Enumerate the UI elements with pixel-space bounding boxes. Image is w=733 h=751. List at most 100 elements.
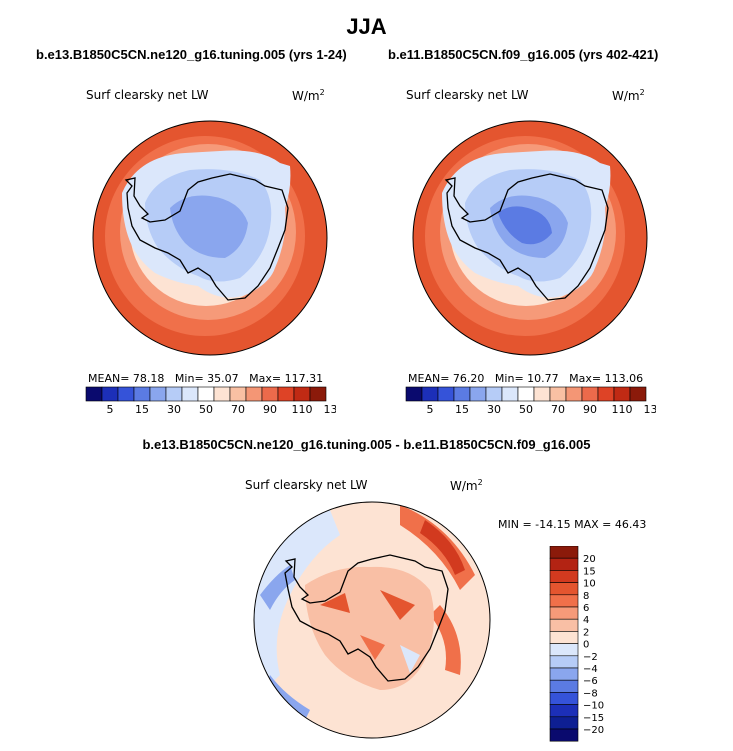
diff-field xyxy=(254,502,490,738)
colorbar-tick-label: −8 xyxy=(583,688,598,699)
panel1-field xyxy=(93,121,327,355)
colorbar-swatch xyxy=(453,386,471,402)
colorbar-tick-label: 70 xyxy=(551,403,565,416)
colorbar-swatch xyxy=(133,386,151,402)
panel2-map-border xyxy=(412,120,648,356)
colorbar-swatch xyxy=(277,386,295,402)
colorbar-tick-label: 0 xyxy=(583,640,589,651)
colorbar-swatch xyxy=(533,386,551,402)
colorbar-swatch xyxy=(613,386,631,402)
colorbar-swatch xyxy=(517,386,535,402)
colorbar-swatch xyxy=(405,386,423,402)
colorbar-swatch xyxy=(549,716,579,730)
panel2-colorbar: 5 15 30 50 70 90 110 130 xyxy=(405,386,657,416)
colorbar-tick-label: −6 xyxy=(583,676,598,687)
colorbar-tick-label: 90 xyxy=(583,403,597,416)
colorbar-swatch xyxy=(149,386,167,402)
colorbar-swatch xyxy=(485,386,503,402)
colorbar-swatch xyxy=(165,386,183,402)
colorbar-swatch xyxy=(549,386,567,402)
colorbar-tick-label: 90 xyxy=(263,403,277,416)
colorbar-swatch xyxy=(549,667,579,681)
panel1-coastline xyxy=(124,173,289,301)
colorbar-tick-label: 5 xyxy=(107,403,114,416)
colorbar-swatch xyxy=(549,618,579,632)
colorbar-tick-label: 30 xyxy=(167,403,181,416)
diff-units: W/m2 xyxy=(450,478,483,493)
panel2-units: W/m2 xyxy=(612,88,645,103)
panel2-field xyxy=(413,121,647,355)
colorbar-swatch xyxy=(565,386,583,402)
panel1-stats: MEAN= 78.18 Min= 35.07 Max= 117.31 xyxy=(88,372,324,385)
panel2-subtitle: b.e11.B1850C5CN.f09_g16.005 (yrs 402-421… xyxy=(388,47,659,62)
colorbar-swatch xyxy=(549,643,579,657)
colorbar-tick-label: 8 xyxy=(583,591,589,602)
colorbar-tick-label: −4 xyxy=(583,664,598,675)
colorbar-swatch xyxy=(549,728,579,742)
panel1-map xyxy=(92,120,328,356)
colorbar-swatch xyxy=(437,386,455,402)
diff-title: b.e13.B1850C5CN.ne120_g16.tuning.005 - b… xyxy=(142,437,591,452)
colorbar-swatch xyxy=(549,606,579,620)
colorbar-tick-label: 50 xyxy=(519,403,533,416)
colorbar-tick-label: 110 xyxy=(612,403,633,416)
panel1-map-border xyxy=(92,120,328,356)
panel2-coastline xyxy=(444,173,609,301)
page-title: JJA xyxy=(346,14,387,39)
colorbar-swatch xyxy=(549,704,579,718)
panel2-map xyxy=(412,120,648,356)
panel1-units: W/m2 xyxy=(292,88,325,103)
colorbar-swatch xyxy=(309,386,327,402)
colorbar-swatch xyxy=(549,557,579,571)
colorbar-tick-label: 6 xyxy=(583,603,589,614)
diff-minmax: MIN = -14.15 MAX = 46.43 xyxy=(498,518,647,531)
colorbar-tick-label: 15 xyxy=(455,403,469,416)
panel2-variable-label: Surf clearsky net LW xyxy=(406,88,529,102)
diff-variable-label: Surf clearsky net LW xyxy=(245,478,368,492)
colorbar-tick-label: −10 xyxy=(583,701,604,712)
colorbar-swatch xyxy=(101,386,119,402)
diff-map xyxy=(253,501,491,739)
panel2-stats: MEAN= 76.20 Min= 10.77 Max= 113.06 xyxy=(408,372,644,385)
colorbar-tick-label: −2 xyxy=(583,652,598,663)
colorbar-tick-label: 4 xyxy=(583,615,589,626)
colorbar-swatch xyxy=(581,386,599,402)
panel1-variable-label: Surf clearsky net LW xyxy=(86,88,209,102)
colorbar-tick-label: 20 xyxy=(583,554,596,565)
colorbar-swatch xyxy=(181,386,199,402)
panel1-subtitle: b.e13.B1850C5CN.ne120_g16.tuning.005 (yr… xyxy=(36,47,347,62)
panel1-colorbar: 5 15 30 50 70 90 110 130 xyxy=(85,386,337,416)
colorbar-tick-label: 2 xyxy=(583,627,589,638)
colorbar-swatch xyxy=(197,386,215,402)
colorbar-swatch xyxy=(549,546,579,559)
colorbar-swatch xyxy=(549,692,579,705)
colorbar-swatch xyxy=(549,655,579,669)
colorbar-tick-label: 110 xyxy=(292,403,313,416)
colorbar-tick-label: 130 xyxy=(324,403,337,416)
colorbar-swatch xyxy=(629,386,647,402)
colorbar-swatch xyxy=(293,386,311,402)
colorbar-swatch xyxy=(549,631,579,644)
colorbar-swatch xyxy=(421,386,439,402)
colorbar-swatch xyxy=(597,386,615,402)
colorbar-swatch xyxy=(549,679,579,693)
colorbar-tick-label: 15 xyxy=(583,566,596,577)
colorbar-swatch xyxy=(549,570,579,583)
colorbar-swatch xyxy=(117,386,135,402)
colorbar-tick-label: −15 xyxy=(583,713,604,724)
colorbar-tick-label: 10 xyxy=(583,579,596,590)
colorbar-swatch xyxy=(469,386,487,402)
colorbar-tick-label: 70 xyxy=(231,403,245,416)
colorbar-tick-label: 15 xyxy=(135,403,149,416)
colorbar-swatch xyxy=(213,386,231,402)
colorbar-swatch xyxy=(549,582,579,596)
colorbar-tick-label: 50 xyxy=(199,403,213,416)
colorbar-tick-label: 5 xyxy=(427,403,434,416)
diff-coastline xyxy=(284,554,449,682)
colorbar-swatch xyxy=(261,386,279,402)
colorbar-swatch xyxy=(229,386,247,402)
colorbar-tick-label: −20 xyxy=(583,725,604,736)
diff-map-border xyxy=(253,501,491,739)
colorbar-tick-label: 130 xyxy=(644,403,657,416)
